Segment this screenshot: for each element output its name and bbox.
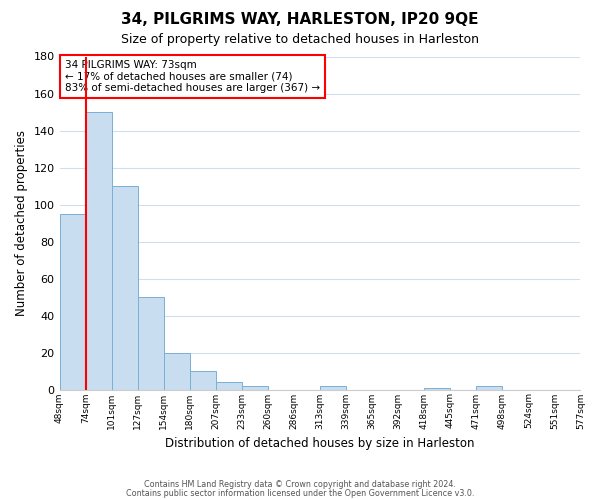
Y-axis label: Number of detached properties: Number of detached properties	[15, 130, 28, 316]
Text: 34, PILGRIMS WAY, HARLESTON, IP20 9QE: 34, PILGRIMS WAY, HARLESTON, IP20 9QE	[121, 12, 479, 28]
Text: Contains HM Land Registry data © Crown copyright and database right 2024.: Contains HM Land Registry data © Crown c…	[144, 480, 456, 489]
Bar	[476, 386, 502, 390]
Bar	[242, 386, 268, 390]
X-axis label: Distribution of detached houses by size in Harleston: Distribution of detached houses by size …	[165, 437, 475, 450]
Bar	[112, 186, 137, 390]
Bar	[320, 386, 346, 390]
Bar	[190, 371, 216, 390]
Text: Contains public sector information licensed under the Open Government Licence v3: Contains public sector information licen…	[126, 488, 474, 498]
Bar	[137, 297, 164, 390]
Bar	[216, 382, 242, 390]
Bar	[59, 214, 86, 390]
Bar	[424, 388, 450, 390]
Bar	[86, 112, 112, 390]
Bar	[164, 352, 190, 390]
Text: Size of property relative to detached houses in Harleston: Size of property relative to detached ho…	[121, 32, 479, 46]
Text: 34 PILGRIMS WAY: 73sqm
← 17% of detached houses are smaller (74)
83% of semi-det: 34 PILGRIMS WAY: 73sqm ← 17% of detached…	[65, 60, 320, 93]
